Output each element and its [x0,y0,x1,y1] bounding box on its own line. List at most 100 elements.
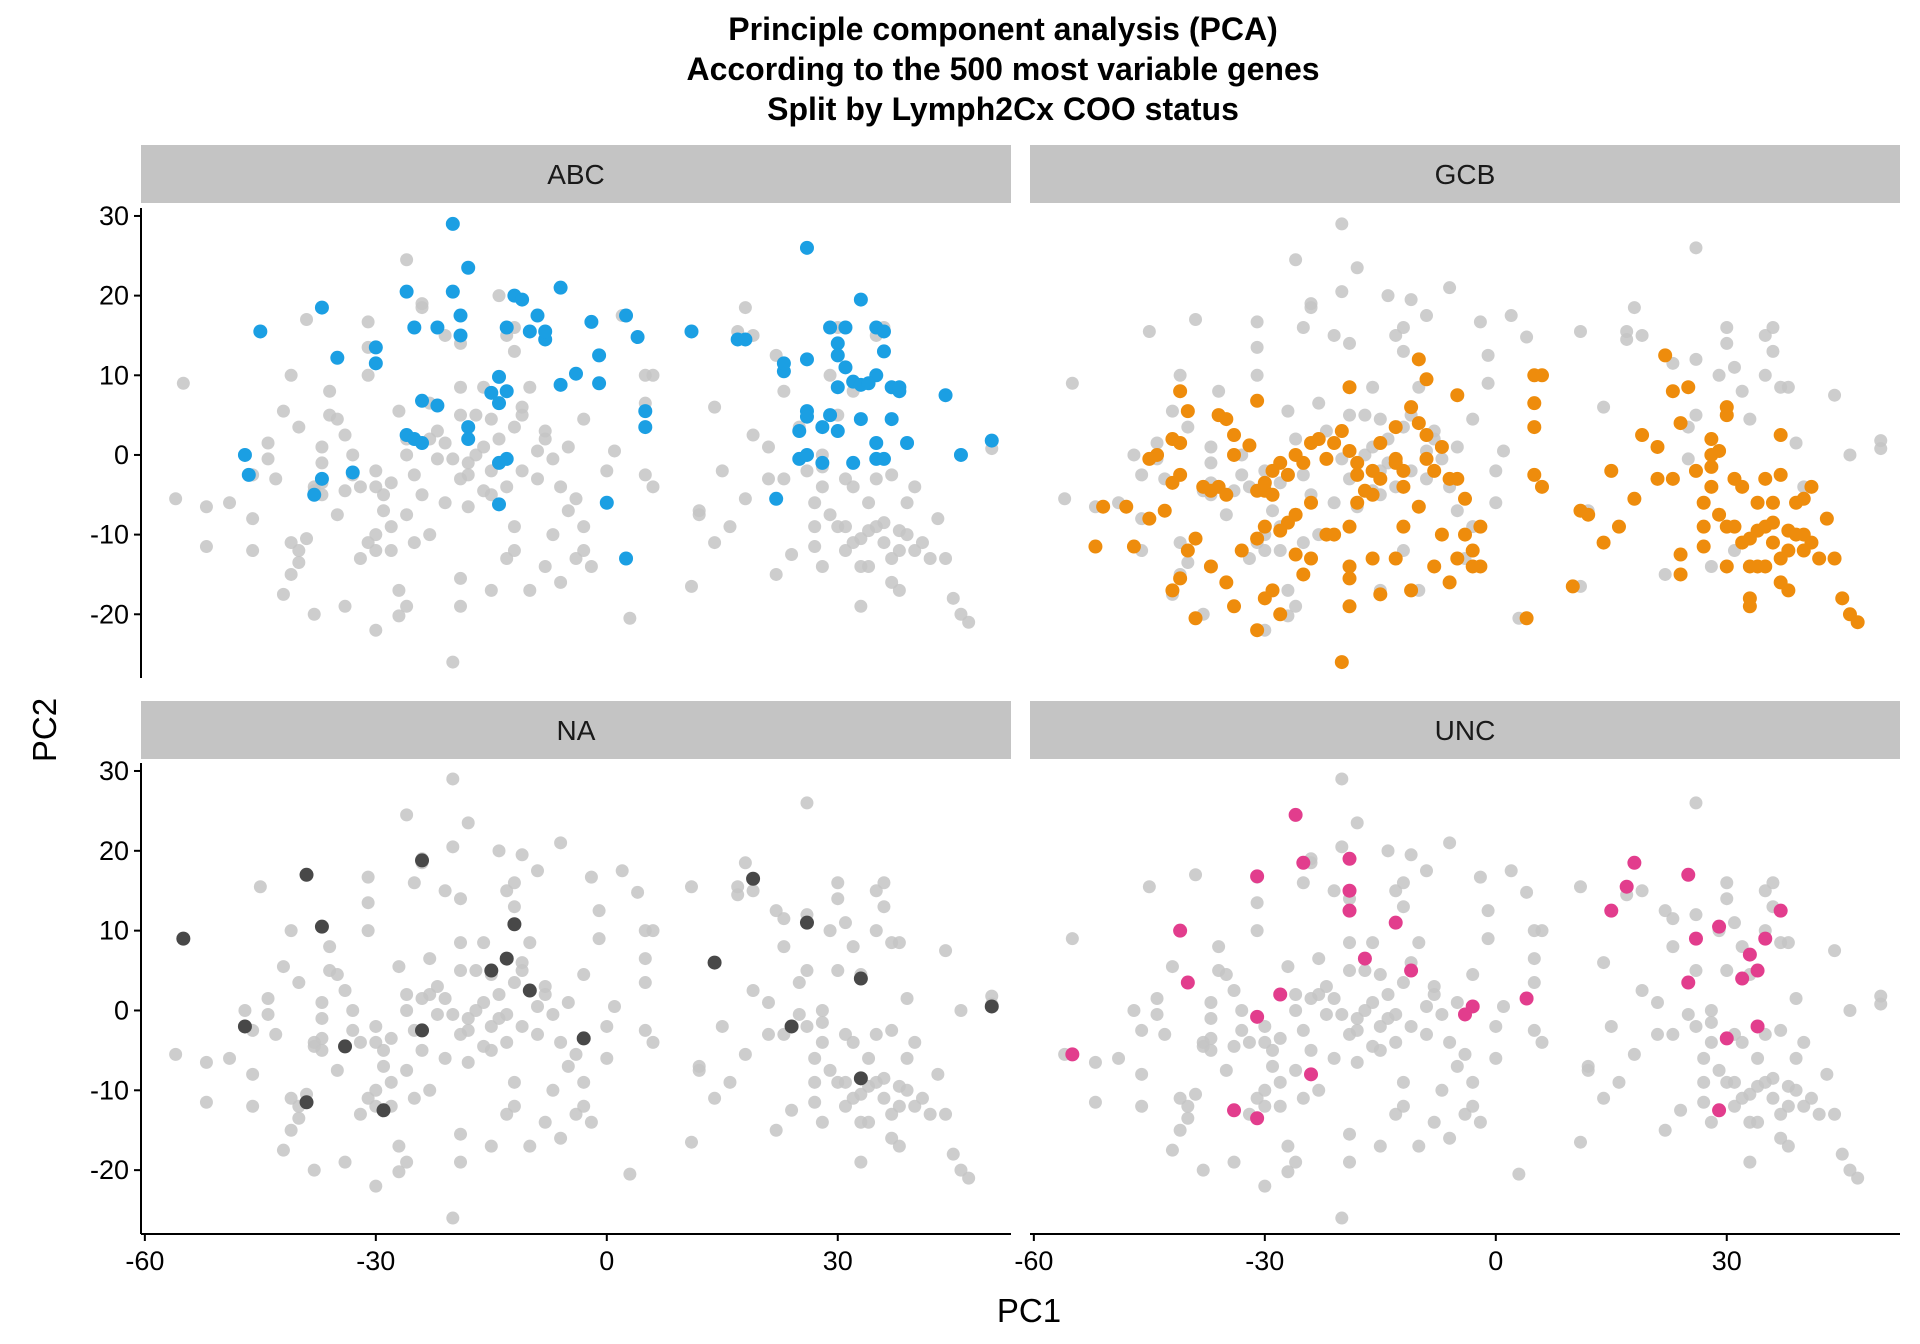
data-point-abc [630,330,645,345]
background-point [369,1083,383,1097]
data-point-gcb [1288,547,1303,562]
data-point-gcb [1304,495,1319,510]
background-point [323,940,337,954]
data-point-abc [823,320,838,335]
background-point [554,575,568,589]
background-point [1412,936,1426,950]
background-point [1443,836,1457,850]
background-point [246,512,260,526]
background-point [346,1003,360,1017]
background-point [377,1059,391,1073]
background-point [892,1099,906,1113]
data-point-na [176,931,191,946]
background-point [561,440,575,454]
data-point-abc [853,292,868,307]
background-point [738,301,752,315]
facet-strip-gcb [1030,145,1900,203]
data-point-gcb [1650,471,1665,486]
background-point [1689,408,1703,422]
background-point [1535,924,1549,938]
y-tick-label: -10 [90,520,129,550]
background-point [176,376,190,390]
background-point [808,1051,822,1065]
data-point-abc [553,280,568,295]
background-point [1597,956,1611,970]
background-point [1335,1007,1349,1021]
background-point [808,520,822,534]
background-point [199,1095,213,1109]
background-point [284,567,298,581]
background-point [400,1155,414,1169]
background-point [946,591,960,605]
data-point-gcb [1411,499,1426,514]
data-point-abc [876,344,891,359]
background-point [546,528,560,542]
background-point [554,1035,568,1049]
background-point [792,976,806,990]
background-point [438,992,452,1005]
background-point [800,464,814,478]
background-point [815,559,829,573]
background-point [361,368,375,382]
data-point-na [853,1071,868,1086]
background-point [1366,995,1380,1009]
background-point [223,1051,237,1065]
data-point-abc [799,352,814,367]
data-point-gcb [1604,463,1619,478]
background-point [600,1051,614,1065]
data-point-unc [1250,1111,1265,1126]
data-point-abc [461,432,476,447]
background-point [1797,1035,1811,1049]
background-point [1219,508,1233,522]
background-point [1581,1063,1595,1077]
background-point [1350,1023,1364,1037]
background-point [1504,309,1518,323]
data-point-gcb [1688,463,1703,478]
background-point [500,1035,514,1049]
background-point [808,1075,822,1089]
data-point-unc [1296,855,1311,870]
background-point [1689,1019,1703,1033]
data-point-abc [953,447,968,462]
background-point [1227,1155,1241,1169]
background-point [369,1019,383,1033]
data-point-na [984,999,999,1014]
background-point [1450,995,1464,1009]
background-point [1189,868,1203,882]
background-point [731,880,745,894]
background-point [169,1047,183,1061]
background-point [1789,992,1803,1005]
data-point-abc [584,314,599,329]
data-point-abc [407,320,422,335]
x-tick-label: 30 [823,1246,853,1276]
background-point [369,544,383,558]
background-point [1573,1135,1587,1149]
background-point [384,1031,398,1045]
background-point [1258,1019,1272,1033]
background-point [1481,904,1495,918]
background-point [423,952,437,966]
background-point [1235,1003,1249,1017]
background-point [1573,880,1587,894]
background-point [1181,420,1195,434]
background-point [1443,1035,1457,1049]
background-point [1666,940,1680,954]
background-point [723,520,737,534]
background-point [546,452,560,466]
background-point [862,1051,876,1065]
background-point [392,609,406,623]
data-point-gcb [1781,583,1796,598]
data-point-abc [938,388,953,403]
data-point-abc [799,409,814,424]
background-point [507,420,521,434]
background-point [361,315,375,329]
background-point [1520,885,1534,899]
background-point [407,876,421,890]
background-point [1312,396,1326,410]
background-point [353,552,367,566]
background-point [877,1091,891,1105]
data-point-gcb [1419,428,1434,443]
background-point [554,836,568,850]
background-point [1466,1099,1480,1113]
background-point [600,464,614,478]
